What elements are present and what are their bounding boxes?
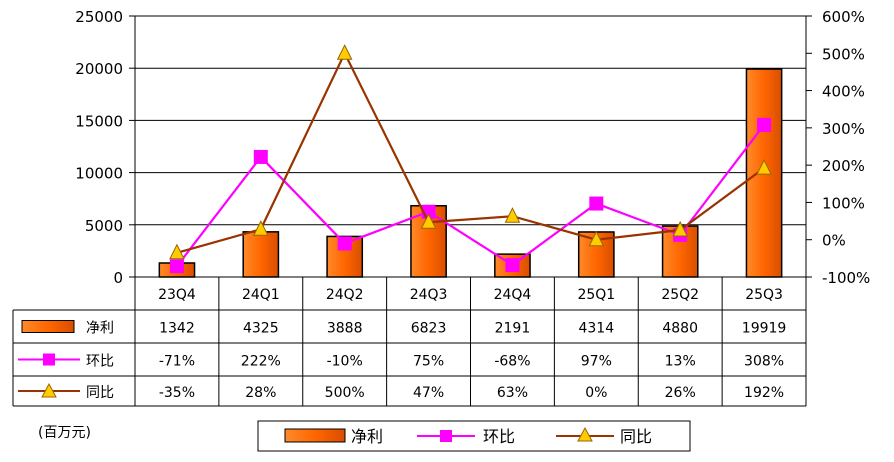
data-table: 23Q4 24Q1 24Q2 24Q3 24Q4 25Q1 25Q2 25Q3 净利 1342 43… — [12, 276, 807, 407]
table-cell: 2191 — [495, 321, 531, 337]
table-cell: 4314 — [578, 321, 614, 337]
table-cell: 19919 — [742, 321, 787, 337]
qoq-point-24Q1 — [253, 149, 268, 164]
unit-label: (百万元) — [38, 425, 91, 441]
qoq-point-25Q3 — [757, 117, 772, 132]
left-tick-label: 15000 — [75, 112, 123, 130]
table-cell: 3888 — [327, 321, 363, 337]
row-key-qoq-marker — [43, 353, 55, 366]
qoq-line — [176, 124, 765, 267]
left-tick-label: 10000 — [75, 165, 123, 183]
table-cell: 13% — [665, 354, 696, 370]
table-cell: 222% — [241, 354, 281, 370]
category-label: 25Q2 — [661, 287, 699, 303]
qoq-point-25Q1 — [589, 196, 604, 211]
table-cell: 47% — [413, 385, 444, 401]
right-tick-label: 500% — [822, 45, 865, 63]
legend-bar-label: 净利 — [351, 427, 383, 446]
right-tick-label: -100% — [822, 269, 870, 287]
table-cell: 308% — [744, 354, 784, 370]
yoy-point-23Q4 — [169, 243, 185, 260]
table-cell: 0% — [585, 385, 607, 401]
right-tick-label: 600% — [822, 8, 865, 26]
right-tick-label: 100% — [822, 194, 865, 212]
table-cell: 28% — [245, 385, 276, 401]
table-cell: 26% — [665, 385, 696, 401]
table-cell: 1342 — [159, 321, 195, 337]
legend-qoq-marker — [440, 430, 452, 442]
yoy-point-24Q4 — [504, 207, 521, 223]
right-tick-label: 0% — [822, 232, 846, 250]
bar-24Q1 — [242, 231, 280, 278]
right-tick-label: 400% — [822, 83, 865, 101]
category-label: 23Q4 — [158, 287, 196, 303]
category-label: 25Q3 — [745, 287, 783, 303]
table-cell: 63% — [497, 385, 528, 401]
table-cell: -71% — [159, 354, 195, 370]
legend: 净利 环比 同比 — [257, 420, 691, 452]
yoy-point-25Q2 — [672, 220, 688, 237]
table-cell: -68% — [494, 354, 530, 370]
table-cell: 192% — [744, 385, 784, 401]
legend-qoq-label: 环比 — [483, 427, 515, 446]
right-tick-label: 200% — [822, 157, 865, 175]
qoq-point-24Q2 — [337, 236, 352, 251]
table-cell: -10% — [327, 354, 363, 370]
row-key-bar — [21, 320, 75, 333]
legend-yoy-label: 同比 — [620, 427, 652, 446]
table-cell: 97% — [581, 354, 612, 370]
right-axis: -100% 0% 100% 200% 300% 400% 500% 600% — [806, 8, 870, 287]
ratio-lines — [169, 44, 772, 274]
row-header-label: 环比 — [86, 354, 114, 370]
yoy-point-25Q3 — [756, 159, 772, 175]
row-header-label: 同比 — [86, 385, 114, 401]
legend-yoy-marker — [577, 426, 593, 442]
table-cell: 500% — [325, 385, 365, 401]
table-cell: -35% — [159, 385, 195, 401]
yoy-line — [176, 50, 765, 254]
left-tick-label: 25000 — [75, 8, 123, 26]
left-tick-label: 5000 — [85, 217, 123, 235]
yoy-point-24Q1 — [253, 220, 269, 236]
table-cell: 6823 — [411, 321, 447, 337]
left-tick-label: 0 — [113, 269, 123, 287]
table-cell: 4325 — [243, 321, 279, 337]
table-cell: 4880 — [662, 321, 698, 337]
category-label: 24Q4 — [494, 287, 532, 303]
category-label: 24Q1 — [242, 287, 280, 303]
category-label: 25Q1 — [577, 287, 615, 303]
yoy-point-24Q3 — [420, 213, 437, 229]
right-tick-label: 300% — [822, 120, 865, 138]
left-axis: 0 5000 10000 15000 20000 25000 — [75, 8, 135, 287]
yoy-point-25Q1 — [588, 230, 605, 247]
row-key-yoy-marker — [41, 382, 57, 398]
qoq-point-24Q4 — [505, 258, 520, 273]
category-label: 24Q2 — [326, 287, 364, 303]
table-cell: 75% — [413, 354, 444, 370]
legend-bar-swatch — [284, 428, 346, 443]
row-header-label: 净利 — [86, 321, 114, 337]
left-tick-label: 20000 — [75, 60, 123, 78]
qoq-point-23Q4 — [169, 259, 184, 274]
category-label: 24Q3 — [410, 287, 448, 303]
yoy-point-24Q2 — [336, 44, 353, 60]
